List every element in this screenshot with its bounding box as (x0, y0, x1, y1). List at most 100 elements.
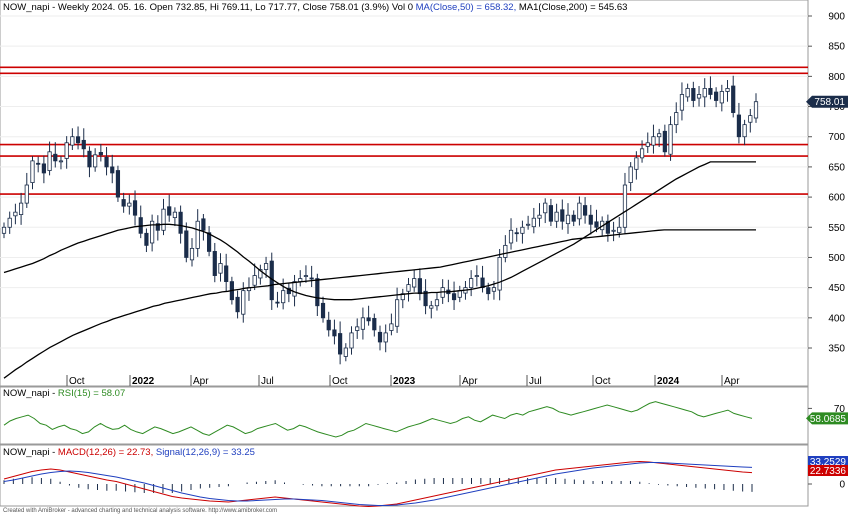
candle (252, 263, 257, 291)
candle-body (611, 229, 616, 232)
y-tick-label: 450 (828, 283, 845, 294)
candle (98, 143, 103, 162)
candle-body (201, 218, 206, 231)
candle (622, 172, 628, 234)
y-tick-label: 350 (828, 344, 845, 355)
candle (110, 154, 115, 184)
candle-body (565, 214, 571, 225)
candle-body (252, 275, 257, 286)
candle-body (332, 329, 337, 337)
candle-body (286, 287, 291, 295)
candle-body (30, 160, 35, 184)
candle (36, 156, 41, 173)
candle-body (258, 269, 263, 279)
candle (531, 207, 536, 234)
candle (594, 209, 599, 233)
candle (731, 75, 736, 118)
candle-body (70, 136, 75, 146)
candle-body (315, 278, 320, 307)
candle (64, 136, 69, 169)
candle-body (577, 202, 582, 220)
candle (315, 273, 320, 317)
candle-body (36, 162, 41, 165)
candle (451, 281, 457, 310)
candle (309, 265, 314, 288)
candle-body (486, 287, 491, 295)
candle-body (150, 220, 155, 244)
candle-body (87, 150, 92, 168)
candle-body (543, 202, 548, 214)
candle (53, 142, 58, 168)
candle (286, 283, 291, 303)
candle (18, 192, 24, 225)
rsi-pane[interactable] (0, 386, 809, 445)
candle (332, 319, 337, 345)
candle-body (594, 221, 599, 228)
candle (742, 119, 747, 146)
candle-body (679, 94, 685, 111)
candle-body (605, 220, 610, 234)
candle (184, 222, 189, 263)
candle-body (224, 265, 229, 283)
candle (668, 116, 673, 161)
candle-body (58, 160, 64, 163)
candle (320, 296, 326, 323)
candle-body (18, 202, 24, 215)
price-axis: 900850800750700650600550500450400350758.… (806, 12, 848, 355)
candle-body (628, 166, 633, 184)
last-price-label: 758.01 (814, 97, 845, 108)
candle (93, 148, 98, 172)
candle-body (714, 91, 719, 101)
candle-body (7, 217, 12, 228)
candle-body (520, 226, 525, 234)
candle-body (81, 139, 86, 150)
candle (206, 226, 212, 257)
candle (115, 165, 121, 202)
candle (30, 156, 35, 190)
macd-pane[interactable] (0, 444, 809, 507)
candle-body (24, 184, 29, 204)
candle-body (41, 163, 46, 174)
candle-body (383, 332, 388, 343)
candle-body (53, 153, 58, 162)
candle-body (417, 278, 422, 295)
candle-body (719, 91, 724, 104)
candle (696, 86, 702, 107)
candle (714, 87, 719, 108)
signal-line (3, 462, 753, 506)
candle-body (497, 257, 502, 291)
candle (366, 305, 371, 326)
candle-body (1, 226, 7, 234)
candle-body (662, 130, 667, 153)
rsi-header: NOW_napi - RSI(15) = 58.07 (3, 388, 125, 399)
candle-body (275, 301, 280, 304)
candle (429, 300, 434, 319)
candle-body (161, 208, 166, 231)
candle-body (406, 284, 411, 292)
candle (639, 140, 645, 163)
x-tick-label: Oct (595, 376, 611, 387)
candle-body (423, 290, 428, 307)
candle (651, 124, 656, 154)
candle-body (172, 211, 178, 219)
candle-body (64, 142, 69, 159)
candle-body (588, 214, 593, 225)
rsi-line (3, 401, 753, 438)
candle-body (195, 220, 200, 249)
candle (571, 210, 576, 227)
price-pane[interactable] (0, 0, 809, 387)
candle (508, 218, 514, 250)
y-tick-label: 800 (828, 72, 845, 83)
candle (104, 146, 109, 176)
candle-body (167, 206, 172, 216)
candle-body (121, 199, 126, 207)
y-tick-label: 600 (828, 193, 845, 204)
last-price-marker (806, 95, 848, 108)
candle (748, 108, 753, 133)
price-header: NOW_napi - Weekly 2024. 05. 16. Open 732… (3, 2, 627, 13)
candle-body (457, 290, 462, 298)
candle-body (235, 296, 240, 313)
footer-credit: Created with AmiBroker - advanced charti… (3, 508, 277, 514)
